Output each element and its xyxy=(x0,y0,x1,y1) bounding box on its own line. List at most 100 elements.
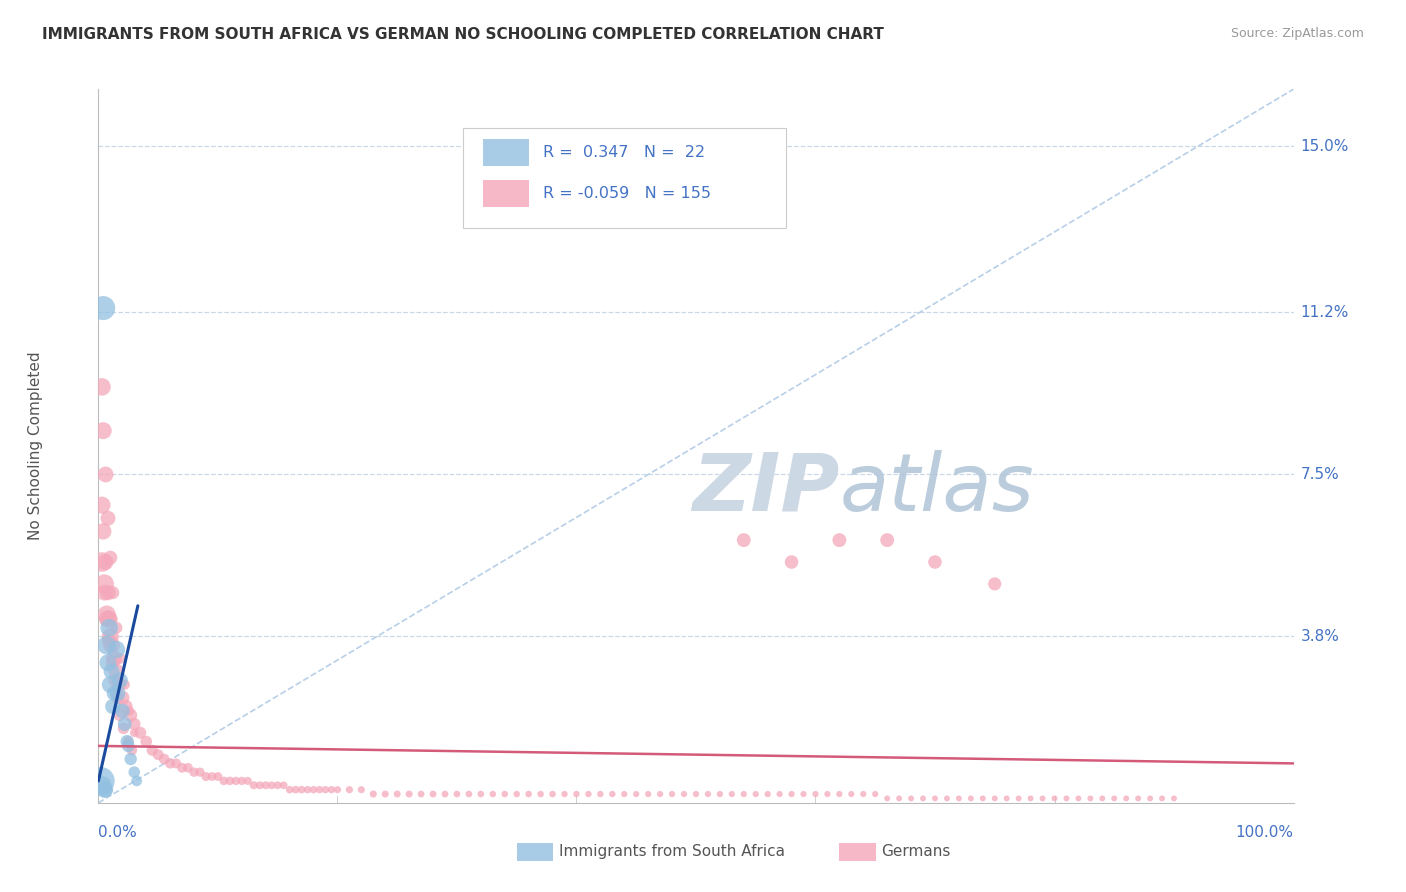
Point xyxy=(94,782,117,797)
Point xyxy=(297,782,319,797)
Point xyxy=(793,787,815,801)
Point xyxy=(924,791,946,805)
Point xyxy=(114,677,136,691)
Point xyxy=(733,533,755,548)
Point xyxy=(100,638,122,652)
Point xyxy=(661,787,683,801)
Point xyxy=(326,782,349,797)
Text: Immigrants from South Africa: Immigrants from South Africa xyxy=(560,845,785,859)
Point xyxy=(91,380,114,394)
Point xyxy=(101,656,124,670)
FancyBboxPatch shape xyxy=(463,128,786,228)
Point xyxy=(876,791,898,805)
Point xyxy=(517,787,540,801)
Point xyxy=(107,690,129,705)
Point xyxy=(231,773,253,788)
Point xyxy=(433,787,456,801)
Point xyxy=(995,791,1018,805)
Point xyxy=(697,787,720,801)
Point xyxy=(308,782,330,797)
Point xyxy=(481,787,505,801)
Text: Source: ZipAtlas.com: Source: ZipAtlas.com xyxy=(1230,27,1364,40)
Point xyxy=(249,778,271,792)
Point xyxy=(1007,791,1029,805)
Point xyxy=(188,765,211,780)
Point xyxy=(124,765,146,780)
Point xyxy=(1067,791,1090,805)
Point xyxy=(506,787,529,801)
Point xyxy=(100,665,122,679)
Point xyxy=(828,787,851,801)
Point xyxy=(290,782,312,797)
Point xyxy=(529,787,551,801)
Point xyxy=(278,782,301,797)
Point xyxy=(129,725,152,739)
Point xyxy=(983,577,1005,591)
Point xyxy=(98,612,122,626)
Point xyxy=(108,673,131,688)
Point xyxy=(96,638,118,652)
Point xyxy=(804,787,827,801)
Point xyxy=(93,585,115,599)
Point xyxy=(876,533,898,548)
Text: 100.0%: 100.0% xyxy=(1236,825,1294,840)
Point xyxy=(733,787,755,801)
Point xyxy=(613,787,636,801)
Point xyxy=(243,778,266,792)
Point xyxy=(98,677,122,691)
Point xyxy=(141,743,163,757)
Text: ZIP: ZIP xyxy=(692,450,839,528)
Point xyxy=(103,686,125,700)
Point xyxy=(648,787,672,801)
Point xyxy=(219,773,242,788)
Point xyxy=(385,787,409,801)
Point xyxy=(254,778,277,792)
Point xyxy=(284,782,307,797)
Point xyxy=(273,778,295,792)
Point xyxy=(1150,791,1173,805)
Point xyxy=(1102,791,1125,805)
Point xyxy=(101,699,124,714)
Point xyxy=(93,782,115,797)
Point xyxy=(458,787,481,801)
Point xyxy=(321,782,343,797)
Text: R = -0.059   N = 155: R = -0.059 N = 155 xyxy=(543,186,711,201)
Point xyxy=(114,717,136,731)
Point xyxy=(911,791,934,805)
Point xyxy=(236,773,259,788)
Text: 3.8%: 3.8% xyxy=(1301,629,1340,644)
Point xyxy=(91,524,114,539)
Point xyxy=(98,621,121,635)
Point xyxy=(1128,791,1150,805)
Point xyxy=(673,787,696,801)
Point xyxy=(183,765,205,780)
Point xyxy=(94,467,117,482)
Point xyxy=(101,585,124,599)
Point xyxy=(98,629,122,643)
Point xyxy=(108,651,131,665)
Point xyxy=(97,585,120,599)
Point xyxy=(120,708,142,723)
Point xyxy=(105,665,128,679)
Point xyxy=(972,791,994,805)
Point xyxy=(98,550,122,565)
Point xyxy=(411,787,433,801)
Point xyxy=(565,787,588,801)
Text: Germans: Germans xyxy=(882,845,950,859)
Point xyxy=(124,717,146,731)
Point xyxy=(212,773,235,788)
Point xyxy=(125,773,148,788)
Point xyxy=(153,752,176,766)
Point xyxy=(107,677,129,691)
Point xyxy=(172,761,194,775)
Point xyxy=(959,791,981,805)
Point xyxy=(756,787,779,801)
Point xyxy=(1091,791,1114,805)
Point xyxy=(194,770,217,784)
Point xyxy=(115,734,138,748)
Point xyxy=(637,787,659,801)
Point xyxy=(948,791,970,805)
Point xyxy=(207,770,229,784)
Point xyxy=(470,787,492,801)
Point xyxy=(105,621,128,635)
